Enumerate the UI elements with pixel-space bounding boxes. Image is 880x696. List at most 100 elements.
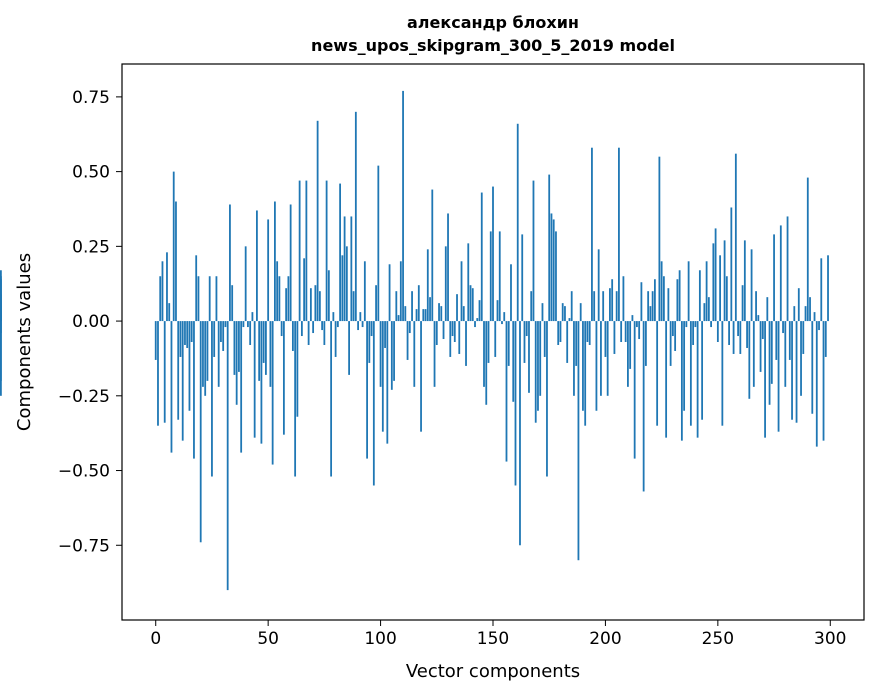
bar [179, 321, 182, 357]
bar [238, 321, 240, 372]
bar [750, 249, 753, 322]
bar [384, 321, 386, 348]
bar [633, 321, 636, 459]
bar [746, 321, 748, 348]
bar [402, 90, 404, 322]
bar [271, 321, 274, 465]
bar [485, 321, 488, 405]
bar [415, 309, 418, 322]
bar [429, 297, 431, 322]
bar [251, 312, 254, 322]
bar [766, 297, 769, 322]
bar [636, 321, 638, 328]
bar [372, 321, 375, 486]
bar [276, 261, 279, 322]
bar [298, 180, 301, 322]
x-tick-label: 0 [150, 629, 161, 649]
bar [240, 321, 243, 453]
bar [172, 171, 175, 322]
bar [435, 321, 438, 345]
bar [422, 309, 425, 322]
bar [604, 321, 607, 357]
bar [390, 321, 393, 390]
bar [325, 180, 328, 322]
bar [265, 321, 267, 375]
bar [503, 312, 506, 322]
bar [642, 321, 645, 492]
bar [287, 276, 290, 322]
bar [159, 276, 162, 322]
bar [809, 297, 811, 322]
bar [775, 321, 778, 360]
bar [368, 321, 371, 363]
bar [784, 321, 787, 387]
bar [300, 321, 303, 337]
bar [231, 285, 234, 322]
bar [395, 291, 398, 322]
bar [330, 321, 333, 477]
bar [494, 321, 497, 357]
bar [339, 183, 341, 322]
bar [399, 261, 402, 322]
bar [525, 321, 528, 337]
bar [471, 288, 474, 322]
bar [788, 321, 791, 360]
bar [224, 321, 227, 328]
bar [804, 306, 807, 322]
bar [256, 210, 258, 322]
bar [813, 312, 816, 322]
bar [462, 306, 465, 322]
bar [725, 276, 728, 322]
bar [208, 276, 211, 322]
bar [555, 231, 557, 322]
bar [658, 156, 661, 322]
bar [211, 321, 213, 477]
bar [591, 147, 593, 322]
x-axis-label: Vector components [406, 661, 580, 682]
bar [541, 303, 544, 322]
bar [779, 225, 782, 322]
bar [413, 321, 416, 387]
x-tick-label: 300 [814, 629, 846, 649]
bar [698, 270, 701, 322]
bar [543, 321, 546, 357]
bar [752, 321, 755, 387]
bar [676, 279, 679, 322]
bar [278, 276, 281, 322]
x-tick-label: 250 [702, 629, 734, 649]
bar [537, 321, 539, 411]
bar [460, 261, 463, 322]
bar [777, 321, 780, 432]
bar [519, 321, 521, 546]
y-tick-label: −0.75 [58, 536, 110, 556]
bar [818, 321, 820, 331]
bar [507, 321, 510, 366]
bar [190, 321, 193, 342]
bar [492, 186, 494, 322]
bar [363, 261, 366, 322]
x-tick-label: 50 [257, 629, 279, 649]
bar [546, 321, 548, 477]
bar [469, 285, 472, 322]
bar [629, 321, 632, 369]
bar [593, 291, 596, 322]
bar [606, 321, 609, 396]
bar [433, 321, 436, 387]
bar [370, 321, 373, 337]
bar [379, 321, 382, 387]
bar [624, 321, 627, 342]
bar [438, 303, 440, 322]
bar [366, 321, 368, 459]
bar [734, 153, 737, 322]
bar [651, 291, 654, 322]
bar [175, 201, 177, 322]
bar [476, 318, 479, 322]
plot-frame [121, 63, 865, 621]
bar [406, 321, 409, 360]
bar [386, 321, 389, 444]
bar [350, 216, 353, 322]
bar [168, 303, 171, 322]
bar [539, 321, 542, 396]
bar [570, 291, 573, 322]
